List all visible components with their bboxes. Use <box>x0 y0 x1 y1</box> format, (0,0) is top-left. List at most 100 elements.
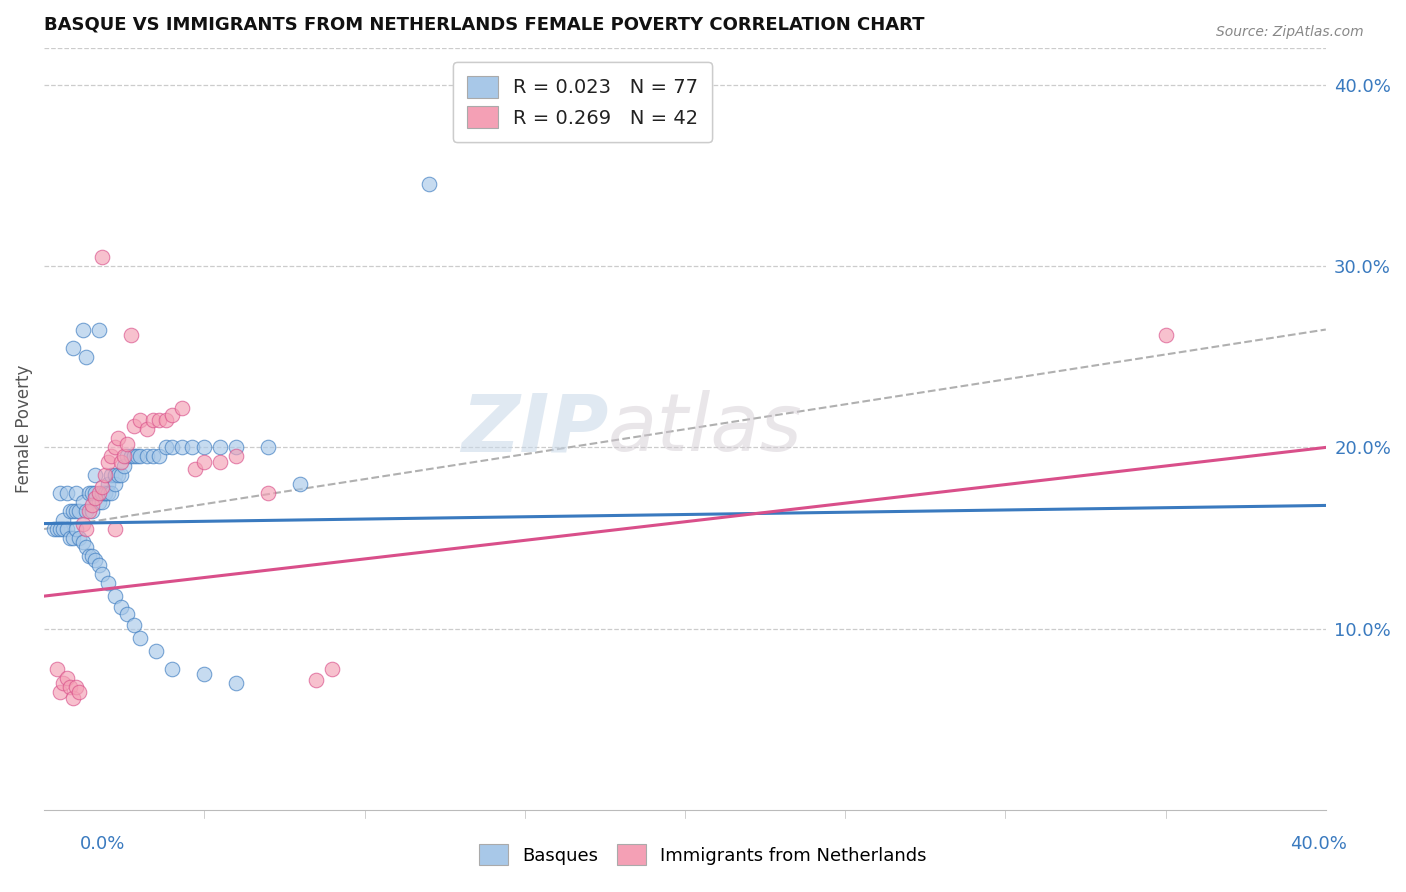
Point <box>193 667 215 681</box>
Point <box>94 485 117 500</box>
Point <box>120 450 142 464</box>
Point <box>193 455 215 469</box>
Text: 0.0%: 0.0% <box>80 835 125 853</box>
Point <box>97 476 120 491</box>
Point <box>84 491 107 506</box>
Point <box>84 467 107 482</box>
Point <box>72 322 94 336</box>
Point <box>62 504 84 518</box>
Point <box>82 504 104 518</box>
Point <box>117 450 139 464</box>
Point <box>45 522 67 536</box>
Text: BASQUE VS IMMIGRANTS FROM NETHERLANDS FEMALE POVERTY CORRELATION CHART: BASQUE VS IMMIGRANTS FROM NETHERLANDS FE… <box>44 15 925 33</box>
Point <box>145 643 167 657</box>
Point <box>90 567 112 582</box>
Point <box>62 690 84 705</box>
Point <box>129 413 152 427</box>
Legend: Basques, Immigrants from Netherlands: Basques, Immigrants from Netherlands <box>472 837 934 872</box>
Point <box>183 462 205 476</box>
Point <box>129 450 152 464</box>
Point <box>122 418 145 433</box>
Point <box>72 516 94 531</box>
Point <box>305 673 328 687</box>
Point <box>87 485 110 500</box>
Point <box>90 495 112 509</box>
Point <box>257 441 280 455</box>
Point <box>52 513 75 527</box>
Point <box>117 437 139 451</box>
Point <box>122 450 145 464</box>
Text: ZIP: ZIP <box>461 391 607 468</box>
Point <box>155 441 177 455</box>
Point <box>84 553 107 567</box>
Point <box>52 676 75 690</box>
Point <box>1154 328 1177 343</box>
Point <box>49 522 72 536</box>
Point <box>142 450 165 464</box>
Point <box>52 522 75 536</box>
Point <box>162 408 184 422</box>
Point <box>59 504 82 518</box>
Point <box>209 441 232 455</box>
Point <box>65 504 87 518</box>
Point <box>104 589 127 603</box>
Point <box>100 485 122 500</box>
Point <box>87 558 110 573</box>
Point <box>104 467 127 482</box>
Point <box>55 671 77 685</box>
Point <box>120 328 142 343</box>
Point <box>65 485 87 500</box>
Point <box>55 485 77 500</box>
Point <box>112 450 135 464</box>
Point <box>209 455 232 469</box>
Point <box>135 422 157 436</box>
Point <box>65 522 87 536</box>
Point <box>225 676 247 690</box>
Point <box>129 631 152 645</box>
Text: 40.0%: 40.0% <box>1291 835 1347 853</box>
Point <box>107 467 129 482</box>
Point <box>104 441 127 455</box>
Point <box>162 662 184 676</box>
Point <box>82 485 104 500</box>
Point <box>42 522 65 536</box>
Point <box>110 455 132 469</box>
Point <box>90 250 112 264</box>
Point <box>87 322 110 336</box>
Text: Source: ZipAtlas.com: Source: ZipAtlas.com <box>1216 25 1364 39</box>
Point <box>97 576 120 591</box>
Point <box>148 413 170 427</box>
Point <box>65 680 87 694</box>
Point <box>94 485 117 500</box>
Point <box>55 522 77 536</box>
Point <box>94 467 117 482</box>
Point <box>75 504 97 518</box>
Point <box>67 504 90 518</box>
Point <box>148 450 170 464</box>
Point <box>135 450 157 464</box>
Point <box>87 495 110 509</box>
Point <box>49 485 72 500</box>
Point <box>418 178 440 192</box>
Point <box>170 401 193 415</box>
Point <box>72 495 94 509</box>
Point <box>110 599 132 614</box>
Point <box>257 485 280 500</box>
Point <box>155 413 177 427</box>
Point <box>193 441 215 455</box>
Point <box>142 413 165 427</box>
Point <box>49 685 72 699</box>
Point <box>125 450 148 464</box>
Point <box>104 522 127 536</box>
Point <box>321 662 343 676</box>
Point <box>82 499 104 513</box>
Text: atlas: atlas <box>607 391 803 468</box>
Point <box>77 504 100 518</box>
Point <box>90 485 112 500</box>
Point <box>77 549 100 564</box>
Point <box>62 341 84 355</box>
Legend: R = 0.023   N = 77, R = 0.269   N = 42: R = 0.023 N = 77, R = 0.269 N = 42 <box>453 62 711 142</box>
Point <box>162 441 184 455</box>
Point <box>107 431 129 445</box>
Point <box>75 350 97 364</box>
